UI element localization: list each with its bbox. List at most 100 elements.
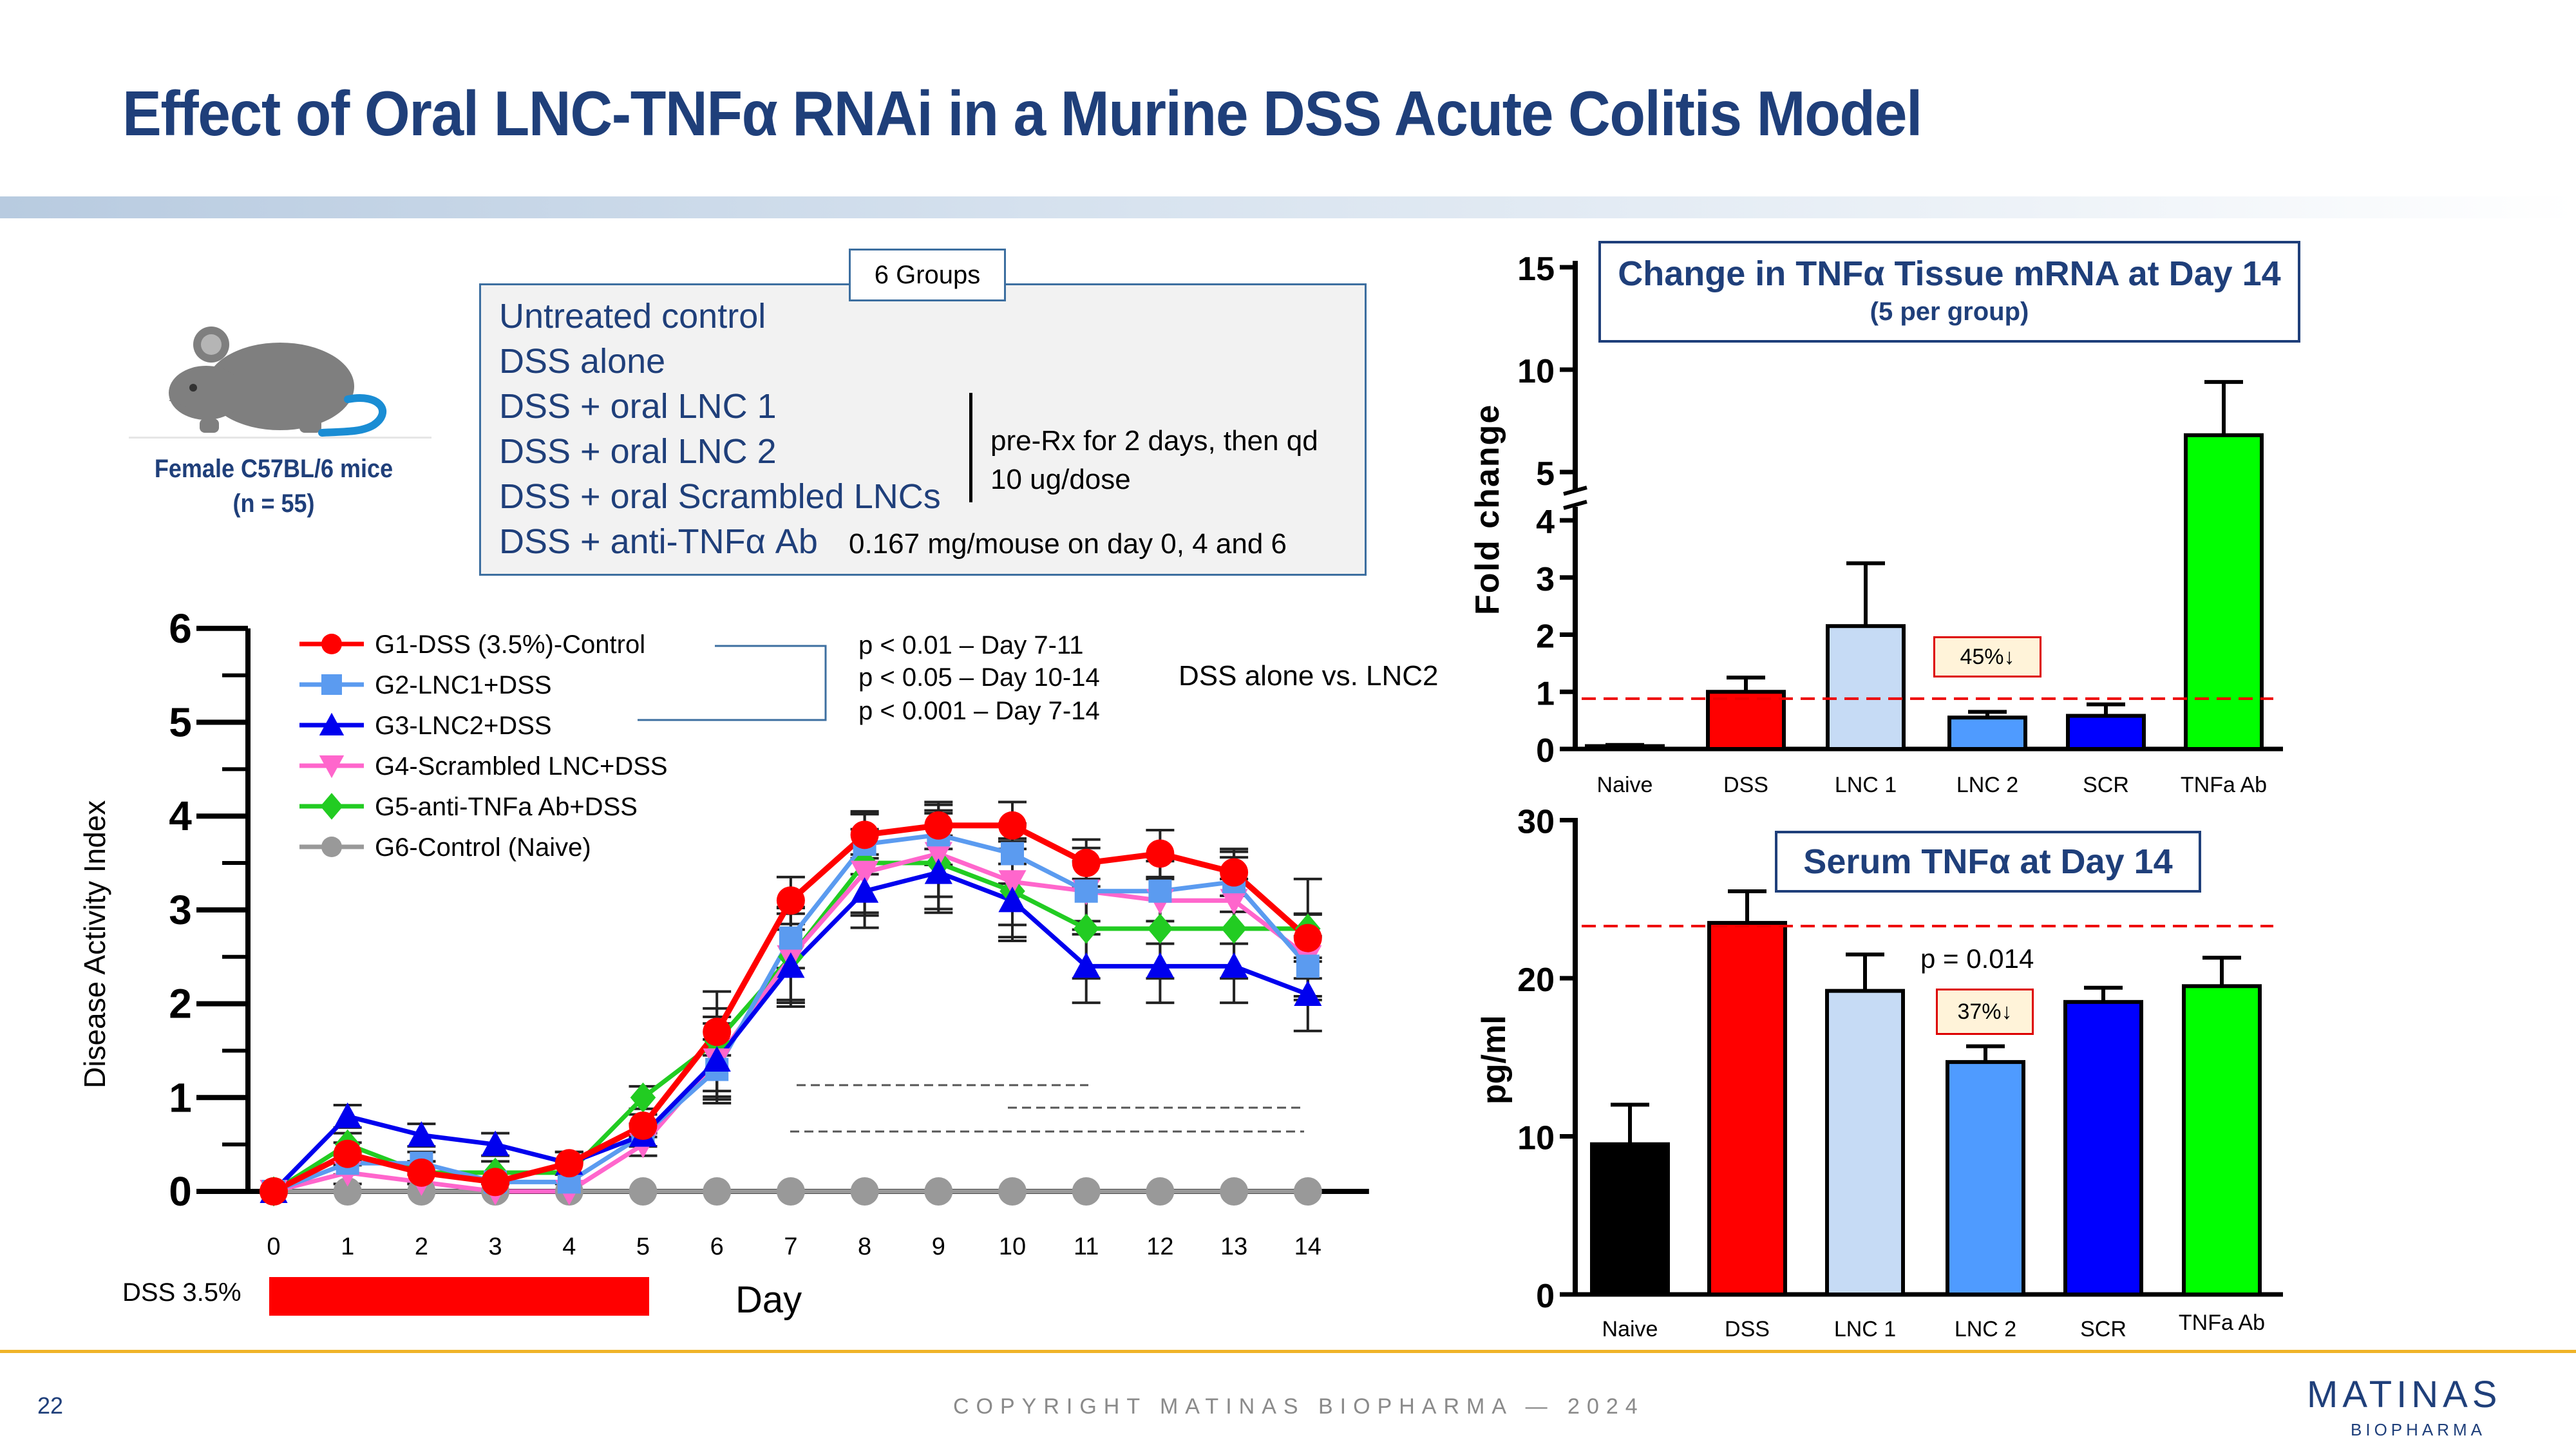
y-tick-label: 1 <box>1536 675 1555 712</box>
bar <box>2182 984 2262 1297</box>
x-tick-label: LNC 2 <box>1955 1317 2016 1341</box>
serum-ylabel: pg/ml <box>1475 1015 1513 1104</box>
antibody-dose-note: 0.167 mg/mouse on day 0, 4 and 6 <box>849 528 1287 560</box>
data-point <box>703 1177 732 1206</box>
bar <box>1826 624 1906 751</box>
data-point <box>703 1018 732 1046</box>
dose-note: 10 ug/dose <box>990 464 1131 495</box>
mouse-icon <box>161 316 406 444</box>
copyright-text: COPYRIGHT MATINAS BIOPHARMA — 2024 <box>953 1394 1645 1419</box>
bar <box>1590 1142 1670 1297</box>
data-point <box>998 811 1027 840</box>
y-tick-label: 0 <box>1536 1278 1555 1315</box>
data-point <box>1148 879 1172 903</box>
serum-p-value: p = 0.014 <box>1920 943 2034 974</box>
x-tick-label: Naive <box>1597 773 1653 797</box>
data-point <box>998 886 1027 913</box>
data-point <box>850 820 879 849</box>
mrna-title-box: Change in TNFα Tissue mRNA at Day 14 (5 … <box>1598 241 2300 343</box>
x-tick-label: 1 <box>341 1233 354 1260</box>
x-tick-label: 14 <box>1294 1233 1321 1260</box>
y-tick-label: 5 <box>169 699 192 746</box>
y-tick-label: 2 <box>169 981 192 1027</box>
data-point <box>776 886 805 915</box>
x-tick-label: SCR <box>2080 1317 2126 1341</box>
mrna-reduction-badge: 45%↓ <box>1933 636 2041 677</box>
bar <box>2184 433 2264 751</box>
dss-exposure-bar <box>269 1277 649 1316</box>
p-value-note-2: p < 0.05 – Day 10-14 <box>858 663 1100 692</box>
data-point <box>924 811 953 840</box>
data-point <box>924 1177 953 1206</box>
data-point <box>1074 879 1098 903</box>
data-point <box>1001 842 1024 866</box>
divider <box>129 437 431 439</box>
x-tick-label: LNC 2 <box>1956 773 2018 797</box>
page-title: Effect of Oral LNC-TNFα RNAi in a Murine… <box>122 78 1922 149</box>
group-item: DSS alone <box>499 342 666 381</box>
x-tick-label: LNC 1 <box>1834 1317 1896 1341</box>
data-point <box>998 870 1027 896</box>
data-point <box>630 1082 656 1113</box>
company-logo-subtitle: BIOPHARMA <box>2351 1420 2486 1439</box>
groups-tab-label: 6 Groups <box>849 249 1006 301</box>
y-tick-label: 0 <box>1536 732 1555 770</box>
bar <box>1585 744 1665 751</box>
serum-reduction-badge: 37%↓ <box>1936 989 2034 1035</box>
bar <box>1707 921 1787 1296</box>
data-point <box>1293 1177 1322 1206</box>
x-tick-label: 10 <box>999 1233 1026 1260</box>
mrna-title: Change in TNFα Tissue mRNA at Day 14 <box>1618 254 2281 293</box>
groups-box <box>479 283 1367 576</box>
data-point <box>1072 849 1101 878</box>
data-point <box>321 634 342 654</box>
x-tick-label: DSS <box>1725 1317 1770 1341</box>
bar <box>1706 690 1786 751</box>
y-tick-label: 30 <box>1517 804 1555 841</box>
data-point <box>1220 858 1249 887</box>
y-tick-label: 3 <box>1536 561 1555 598</box>
data-point <box>1220 952 1248 978</box>
data-point <box>1146 952 1174 978</box>
x-tick-label: 4 <box>562 1233 576 1260</box>
x-tick-label: LNC 1 <box>1835 773 1897 797</box>
footer-divider <box>0 1350 2576 1353</box>
pre-rx-note: pre-Rx for 2 days, then qd <box>990 425 1318 457</box>
data-point <box>333 1139 362 1168</box>
mouse-caption-line2: (n = 55) <box>232 489 315 518</box>
y-tick-label: 20 <box>1517 961 1555 999</box>
dai-xlabel: Day <box>735 1279 802 1321</box>
title-underline-bar <box>0 196 2576 218</box>
x-tick-label: DSS <box>1723 773 1768 797</box>
data-point <box>1296 954 1320 978</box>
data-point <box>333 1177 362 1206</box>
y-tick-label: 3 <box>169 887 192 933</box>
data-point <box>851 860 879 887</box>
y-tick-label: 15 <box>1517 251 1555 288</box>
p-value-note-3: p < 0.001 – Day 7-14 <box>858 697 1100 725</box>
y-tick-label: 0 <box>169 1168 192 1215</box>
data-point <box>629 1112 658 1141</box>
mrna-subtitle: (5 per group) <box>1870 298 2029 326</box>
x-tick-label: SCR <box>2083 773 2129 797</box>
data-point <box>407 1158 436 1187</box>
x-tick-label: 9 <box>932 1233 945 1260</box>
group-item: DSS + oral LNC 2 <box>499 432 777 471</box>
y-tick-label: 4 <box>169 793 192 839</box>
y-tick-label: 10 <box>1517 353 1555 390</box>
data-point <box>321 837 342 857</box>
data-point <box>1146 1177 1175 1206</box>
comparison-note: DSS alone vs. LNC2 <box>1179 660 1439 692</box>
legend-label: G4-Scrambled LNC+DSS <box>375 752 668 781</box>
x-tick-label: 7 <box>784 1233 797 1260</box>
data-point <box>320 793 343 820</box>
data-point <box>998 1177 1027 1206</box>
data-point <box>1221 913 1247 944</box>
x-tick-label: 11 <box>1074 1233 1099 1260</box>
data-point <box>1293 923 1322 952</box>
group-item: DSS + anti-TNFα Ab <box>499 522 818 561</box>
bar <box>1947 715 2027 751</box>
